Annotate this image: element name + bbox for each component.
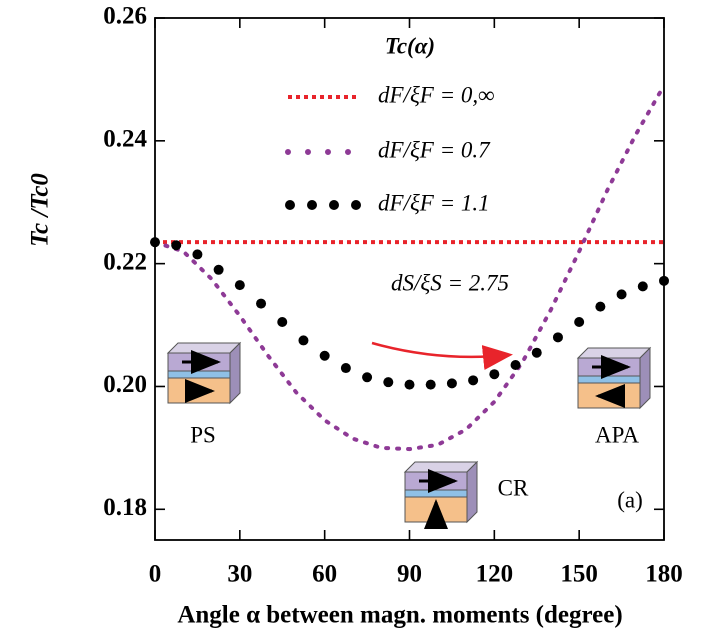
data-point <box>234 280 245 291</box>
y-tick-label: 0.18 <box>103 494 147 521</box>
annotation: PS <box>190 422 216 447</box>
data-point <box>659 275 669 286</box>
x-tick-label: 90 <box>397 561 422 588</box>
x-tick-label: 180 <box>645 561 683 588</box>
data-point <box>446 378 457 389</box>
data-point <box>468 375 479 386</box>
legend-marker <box>285 200 295 210</box>
legend-marker <box>329 200 339 210</box>
annotation: dS/ξS = 2.75 <box>391 270 509 295</box>
legend-label: dF/ξF = 0,∞ <box>378 82 495 107</box>
data-point <box>404 379 415 390</box>
x-tick-label: 0 <box>149 561 162 588</box>
data-point <box>256 298 267 309</box>
legend-label: dF/ξF = 0.7 <box>378 137 491 162</box>
legend-title: Tc(α) <box>385 33 435 58</box>
x-tick-label: 150 <box>560 561 598 588</box>
data-point <box>362 372 373 383</box>
data-point <box>616 289 627 300</box>
data-point <box>171 240 182 251</box>
legend-marker <box>351 200 361 210</box>
y-tick-label: 0.20 <box>103 371 147 398</box>
legend-marker <box>307 200 317 210</box>
x-tick-label: 30 <box>227 561 252 588</box>
data-point <box>277 316 288 327</box>
data-point <box>383 377 394 388</box>
data-point <box>213 264 224 275</box>
cr-icon <box>404 461 478 529</box>
x-tick-label: 120 <box>476 561 514 588</box>
y-tick-label: 0.24 <box>103 126 147 153</box>
data-point <box>531 347 542 358</box>
data-point <box>574 316 585 327</box>
x-tick-label: 60 <box>312 561 337 588</box>
annotation: (a) <box>617 487 643 512</box>
x-axis-label: Angle α between magn. moments (degree) <box>177 602 622 629</box>
y-tick-label: 0.22 <box>103 248 147 275</box>
apa-icon <box>577 347 651 409</box>
data-point <box>595 301 606 312</box>
line <box>153 83 666 452</box>
data-point <box>552 332 563 343</box>
data-point <box>425 379 436 390</box>
ps-icon <box>167 342 241 404</box>
annotation: CR <box>498 475 529 500</box>
data-point <box>489 369 500 380</box>
y-axis-label: Tc /Tc0 <box>27 173 54 247</box>
data-point <box>319 350 330 361</box>
data-point <box>192 249 203 260</box>
y-tick-label: 0.26 <box>103 3 147 30</box>
arrow <box>371 341 513 370</box>
data-point <box>150 237 160 248</box>
legend-label: dF/ξF = 1.1 <box>378 190 490 215</box>
data-point <box>298 335 309 346</box>
data-point <box>340 363 351 374</box>
annotation: APA <box>595 422 639 447</box>
plot-area <box>150 17 669 541</box>
data-point <box>510 359 521 370</box>
data-point <box>637 281 648 292</box>
